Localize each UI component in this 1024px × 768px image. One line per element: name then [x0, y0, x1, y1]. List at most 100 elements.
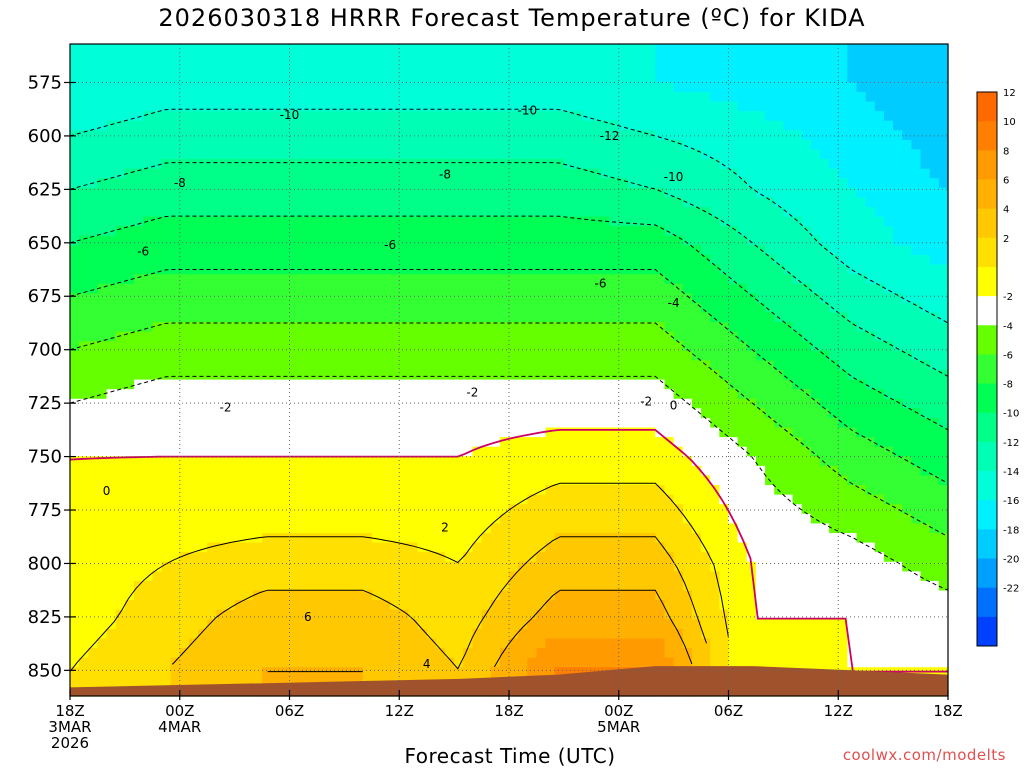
- temperature-cell: [97, 417, 108, 429]
- temperature-cell: [216, 446, 227, 457]
- temperature-cell: [307, 101, 318, 112]
- temperature-cell: [856, 427, 867, 438]
- temperature-cell: [353, 475, 364, 486]
- temperature-cell: [70, 456, 80, 467]
- temperature-cell: [874, 254, 885, 266]
- temperature-cell: [819, 197, 830, 208]
- temperature-cell: [838, 139, 848, 151]
- temperature-cell: [755, 245, 766, 256]
- temperature-cell: [874, 72, 885, 83]
- temperature-cell: [883, 293, 894, 304]
- temperature-cell: [618, 216, 629, 227]
- temperature-cell: [143, 485, 153, 496]
- temperature-cell: [582, 446, 592, 457]
- temperature-cell: [929, 82, 940, 93]
- temperature-cell: [865, 379, 876, 390]
- temperature-cell: [792, 101, 803, 112]
- temperature-cell: [609, 322, 620, 333]
- temperature-cell: [390, 523, 400, 534]
- temperature-cell: [143, 120, 153, 131]
- temperature-cell: [646, 187, 656, 199]
- temperature-cell: [225, 245, 236, 256]
- temperature-cell: [179, 302, 190, 314]
- temperature-cell: [691, 264, 702, 275]
- temperature-cell: [646, 120, 656, 131]
- temperature-cell: [545, 178, 556, 189]
- temperature-cell: [106, 427, 117, 438]
- temperature-cell: [719, 350, 730, 362]
- temperature-cell: [262, 187, 272, 199]
- temperature-cell: [527, 513, 538, 525]
- temperature-cell: [444, 312, 455, 323]
- temperature-cell: [344, 504, 355, 515]
- temperature-cell: [728, 379, 739, 390]
- temperature-cell: [152, 446, 163, 457]
- temperature-cell: [353, 235, 364, 246]
- temperature-cell: [408, 370, 419, 381]
- temperature-cell: [701, 207, 711, 218]
- temperature-cell: [344, 149, 355, 160]
- temperature-cell: [97, 398, 108, 409]
- temperature-cell: [207, 513, 217, 525]
- temperature-cell: [883, 178, 894, 189]
- temperature-cell: [399, 360, 409, 371]
- temperature-cell: [198, 331, 208, 342]
- temperature-cell: [518, 465, 528, 477]
- temperature-cell: [280, 63, 291, 74]
- temperature-cell: [829, 91, 839, 103]
- temperature-cell: [88, 322, 99, 333]
- temperature-cell: [710, 341, 720, 352]
- temperature-cell: [655, 533, 666, 544]
- temperature-cell: [280, 235, 291, 246]
- temperature-cell: [79, 446, 89, 457]
- temperature-cell: [554, 283, 565, 294]
- temperature-cell: [646, 475, 656, 486]
- temperature-cell: [444, 437, 455, 448]
- temperature-cell: [865, 494, 876, 505]
- temperature-cell: [115, 408, 126, 419]
- temperature-cell: [280, 72, 291, 83]
- temperature-cell: [79, 504, 89, 515]
- temperature-cell: [609, 360, 620, 371]
- temperature-cell: [472, 398, 483, 409]
- temperature-cell: [161, 456, 172, 467]
- temperature-cell: [234, 245, 245, 256]
- temperature-cell: [289, 523, 300, 534]
- temperature-cell: [938, 226, 949, 237]
- temperature-cell: [728, 456, 739, 467]
- temperature-cell: [225, 235, 236, 246]
- temperature-cell: [70, 44, 80, 55]
- temperature-cell: [499, 226, 510, 237]
- temperature-cell: [307, 322, 318, 333]
- temperature-cell: [280, 350, 291, 362]
- temperature-cell: [536, 245, 547, 256]
- temperature-cell: [911, 207, 922, 218]
- temperature-cell: [316, 82, 327, 93]
- temperature-cell: [179, 389, 190, 400]
- temperature-cell: [143, 465, 153, 477]
- temperature-cell: [371, 322, 382, 333]
- temperature-cell: [682, 504, 693, 515]
- temperature-cell: [737, 111, 748, 122]
- temperature-cell: [435, 485, 446, 496]
- temperature-cell: [307, 63, 318, 74]
- temperature-cell: [509, 485, 519, 496]
- temperature-cell: [335, 235, 345, 246]
- temperature-cell: [417, 235, 428, 246]
- temperature-cell: [664, 408, 675, 419]
- temperature-cell: [865, 427, 876, 438]
- temperature-cell: [591, 44, 602, 55]
- temperature-cell: [161, 226, 172, 237]
- temperature-cell: [810, 274, 821, 285]
- temperature-cell: [637, 187, 647, 199]
- temperature-cell: [509, 465, 519, 477]
- temperature-cell: [673, 226, 684, 237]
- temperature-cell: [216, 63, 227, 74]
- temperature-cell: [902, 398, 913, 409]
- temperature-cell: [252, 159, 263, 170]
- temperature-cell: [783, 235, 794, 246]
- temperature-cell: [106, 274, 117, 285]
- temperature-cell: [289, 197, 300, 208]
- temperature-cell: [307, 417, 318, 429]
- temperature-cell: [454, 322, 464, 333]
